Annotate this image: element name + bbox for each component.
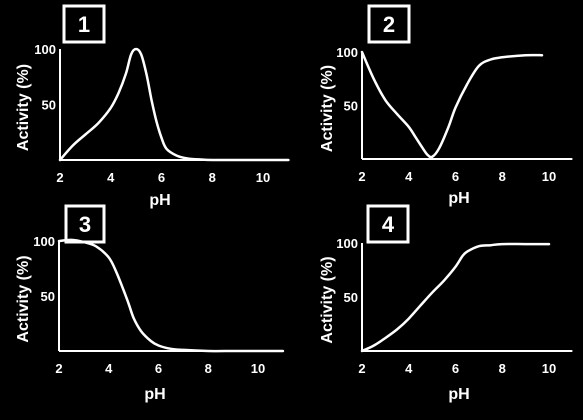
panel-1: 2 4 6 8 10 50 100 pH Activity (%) 1 [15, 4, 290, 209]
y-tick-label: 100 [34, 42, 56, 57]
panel-4: 2 4 6 8 10 50 100 pH Activity (%) 4 [319, 204, 573, 403]
x-tick-label: 4 [405, 361, 413, 376]
panel-number-box [367, 4, 411, 44]
x-tick-label: 10 [542, 361, 556, 376]
y-tick-label: 50 [344, 99, 358, 114]
x-tick-label: 8 [209, 170, 216, 185]
x-tick-label: 6 [155, 361, 162, 376]
x-tick-label: 2 [358, 169, 365, 184]
activity-curve [360, 50, 544, 159]
activity-curve [58, 47, 290, 162]
panel-number-label: 2 [383, 12, 395, 37]
y-axis-title: Activity (%) [319, 256, 336, 343]
panel-3: 2 4 6 8 10 50 100 pH Activity (%) 3 [15, 204, 285, 403]
activity-curve [57, 238, 285, 353]
activity-curve [360, 242, 551, 353]
x-tick-label: 4 [405, 169, 413, 184]
y-axis-title: Activity (%) [319, 65, 336, 152]
panel-number-box [64, 204, 106, 244]
x-tick-label: 2 [55, 361, 62, 376]
y-tick-label: 100 [33, 234, 55, 249]
y-tick-label: 100 [336, 45, 358, 60]
x-tick-label: 10 [251, 361, 265, 376]
x-tick-label: 10 [256, 170, 270, 185]
y-tick-label: 100 [336, 236, 358, 251]
x-tick-label: 4 [105, 361, 113, 376]
x-tick-label: 8 [205, 361, 212, 376]
x-tick-label: 6 [452, 169, 459, 184]
x-axis-title: pH [144, 386, 165, 403]
x-tick-label: 2 [56, 170, 63, 185]
panel-2: 2 4 6 8 10 50 100 pH Activity (%) 2 [319, 4, 573, 207]
panel-number-label: 1 [78, 12, 90, 37]
x-tick-label: 6 [158, 170, 165, 185]
panel-number-label: 3 [79, 212, 91, 237]
x-axis-title: pH [448, 386, 469, 403]
x-axis-title: pH [149, 192, 170, 209]
x-tick-label: 10 [542, 169, 556, 184]
y-axis-title: Activity (%) [15, 64, 32, 151]
x-tick-label: 2 [358, 361, 365, 376]
panel-number-box [62, 4, 106, 44]
y-tick-label: 50 [344, 290, 358, 305]
y-tick-label: 50 [41, 289, 55, 304]
y-tick-label: 50 [42, 98, 56, 113]
panel-number-label: 4 [382, 212, 395, 237]
x-tick-label: 8 [499, 169, 506, 184]
x-tick-label: 6 [452, 361, 459, 376]
x-tick-label: 8 [499, 361, 506, 376]
y-axis-title: Activity (%) [15, 255, 32, 342]
x-axis-title: pH [448, 190, 469, 207]
x-tick-label: 4 [107, 170, 115, 185]
panel-number-box [366, 204, 410, 244]
